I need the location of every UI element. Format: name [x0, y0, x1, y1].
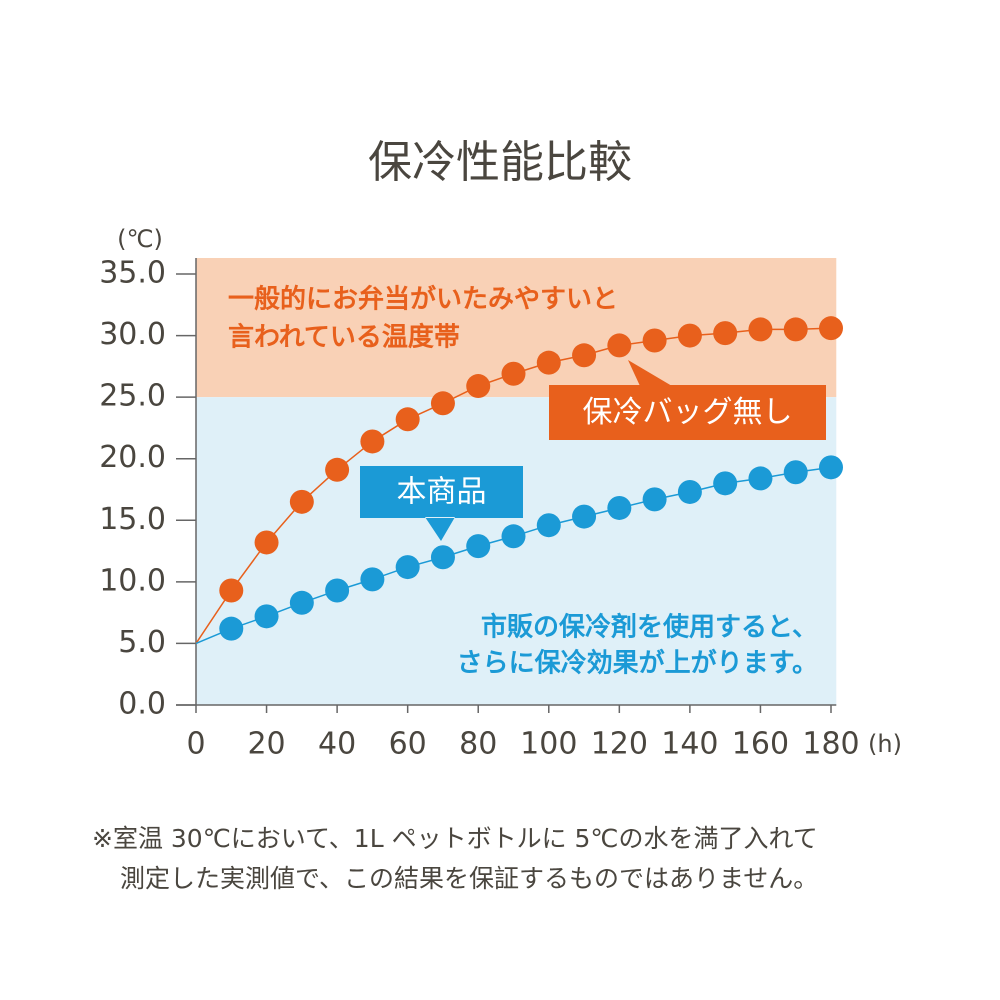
point [677, 323, 702, 348]
x-unit: (h) [868, 730, 902, 758]
point [501, 361, 526, 386]
x-tick-label: 120 [591, 727, 648, 762]
point [254, 604, 279, 629]
point [572, 343, 597, 368]
legend-label: 保冷バッグ無し [583, 395, 793, 430]
y-tick-label: 5.0 [118, 625, 166, 660]
x-tick-label: 140 [661, 727, 718, 762]
point [430, 391, 455, 416]
footnote: ※室温 30℃において、1L ペットボトルに 5℃の水を満了入れて [92, 824, 818, 853]
point [713, 321, 738, 346]
legend-label: 本商品 [397, 475, 487, 510]
point [819, 455, 843, 480]
band-label: 言われている温度帯 [228, 322, 460, 353]
band-label: さらに保冷効果が上がります。 [457, 648, 818, 679]
point [783, 317, 808, 342]
y-unit: (℃) [117, 225, 163, 253]
callout-box [549, 360, 826, 440]
point [325, 578, 350, 603]
band [196, 397, 837, 705]
x-tick-label: 180 [802, 727, 859, 762]
callout-box [360, 466, 523, 541]
point [395, 407, 420, 432]
point [607, 495, 632, 520]
x-tick-label: 100 [520, 727, 577, 762]
x-tick-label: 80 [459, 727, 497, 762]
point [466, 374, 491, 399]
point [289, 590, 314, 615]
point [572, 504, 597, 529]
x-tick-label: 20 [247, 727, 285, 762]
point [748, 317, 773, 342]
x-tick-label: 40 [318, 727, 356, 762]
point [395, 555, 420, 580]
y-tick-label: 0.0 [118, 687, 166, 722]
point [642, 487, 667, 512]
point [289, 489, 314, 514]
y-tick-label: 10.0 [99, 563, 166, 598]
point [466, 534, 491, 559]
point [360, 429, 385, 454]
x-tick-label: 60 [389, 727, 427, 762]
point [819, 316, 843, 341]
point [536, 350, 561, 375]
y-tick-label: 15.0 [99, 502, 166, 537]
point [677, 479, 702, 504]
point [748, 466, 773, 491]
band-label: 市販の保冷剤を使用すると、 [481, 612, 818, 643]
point [536, 513, 561, 538]
point [360, 567, 385, 592]
chart-title: 保冷性能比較 [368, 137, 632, 188]
x-tick-label: 160 [732, 727, 789, 762]
footnote: 測定した実測値で、この結果を保証するものではありません。 [120, 864, 818, 893]
point [325, 457, 350, 482]
point [219, 616, 244, 641]
point [713, 471, 738, 496]
point [783, 460, 808, 485]
y-tick-label: 35.0 [99, 256, 166, 291]
y-tick-label: 30.0 [99, 317, 166, 352]
x-tick-label: 0 [186, 727, 205, 762]
point [219, 578, 244, 603]
point [254, 530, 279, 555]
point [501, 524, 526, 549]
y-tick-label: 20.0 [99, 440, 166, 475]
band-label: 一般的にお弁当がいたみやすいと [228, 284, 618, 315]
point [607, 333, 632, 358]
y-tick-label: 25.0 [99, 379, 166, 414]
point [430, 545, 455, 570]
point [642, 328, 667, 353]
